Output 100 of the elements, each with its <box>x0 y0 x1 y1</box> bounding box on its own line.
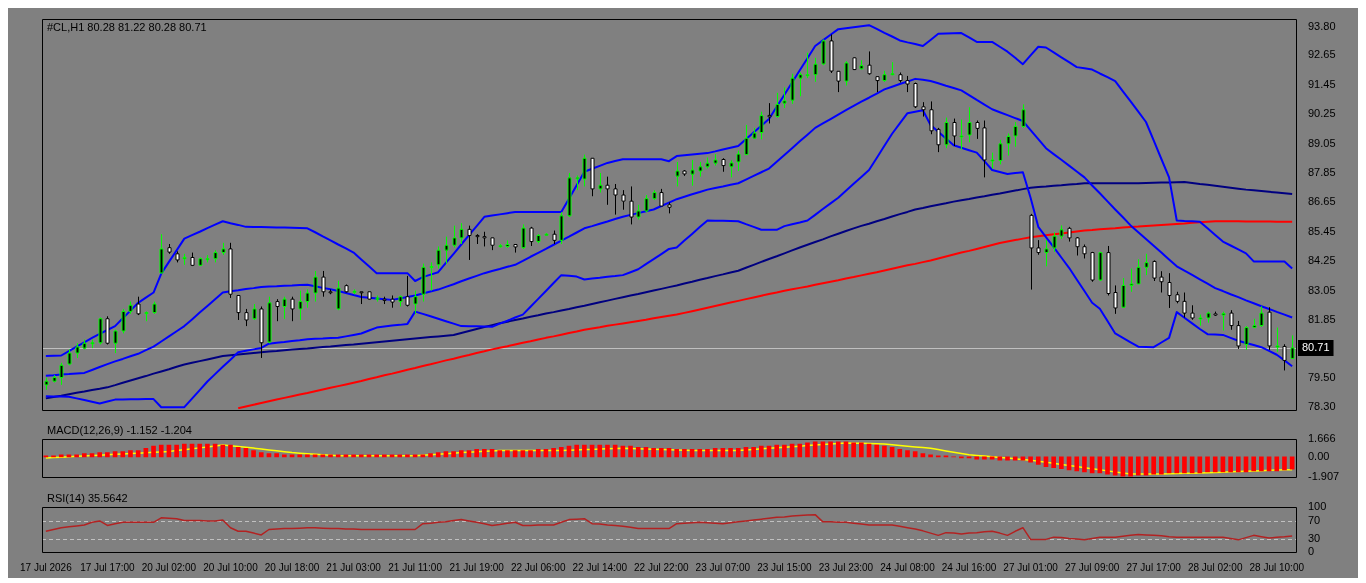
x-tick-label: 28 Jul 10:00 <box>1249 561 1305 573</box>
x-tick-label: 20 Jul 02:00 <box>141 561 197 573</box>
bar <box>758 445 764 458</box>
bar <box>782 444 787 458</box>
bar <box>597 444 603 458</box>
y-tick-label: 87.85 <box>1308 165 1336 178</box>
bar <box>851 442 856 458</box>
bar <box>1097 456 1103 474</box>
bar <box>312 454 318 458</box>
bar <box>1028 456 1033 463</box>
y-tick-label: 100 <box>1308 500 1327 513</box>
bar <box>874 444 880 458</box>
bar <box>358 454 364 458</box>
y-tick-label: 91.45 <box>1308 77 1336 90</box>
bar <box>474 449 479 458</box>
y-tick-label: 93.80 <box>1308 20 1336 33</box>
y-tick-label: 78.30 <box>1308 399 1336 412</box>
x-tick-label: 24 Jul 16:00 <box>941 561 997 573</box>
bar <box>812 441 818 458</box>
y-tick-label: 70 <box>1308 513 1321 526</box>
bar <box>735 447 741 458</box>
x-tick-label: 20 Jul 18:00 <box>264 561 320 573</box>
bar <box>1235 456 1241 473</box>
chart-title: MACD(12,26,9) -1.152 -1.204 <box>47 423 192 436</box>
bar <box>1035 456 1041 465</box>
bar <box>658 447 664 458</box>
bar <box>705 449 710 458</box>
bar <box>1151 456 1157 475</box>
x-tick-label: 24 Jul 08:00 <box>880 561 936 573</box>
bar <box>397 454 403 458</box>
y-tick-label: 90.25 <box>1308 107 1336 120</box>
bar <box>751 446 756 458</box>
bar <box>1159 456 1164 475</box>
bar <box>74 454 79 458</box>
x-tick-label: 27 Jul 09:00 <box>1064 561 1120 573</box>
bar <box>251 450 256 458</box>
bar <box>182 443 187 458</box>
x-tick-label: 27 Jul 01:00 <box>1003 561 1059 573</box>
chart-title: RSI(14) 35.5642 <box>47 491 128 504</box>
bar <box>458 450 464 458</box>
x-tick-label: 27 Jul 17:00 <box>1126 561 1182 573</box>
bar <box>635 446 641 458</box>
bar <box>1182 456 1187 474</box>
bar <box>835 441 841 458</box>
bar <box>1112 456 1118 476</box>
bar <box>205 443 210 458</box>
bar <box>528 450 533 458</box>
bar <box>805 442 810 458</box>
bar <box>1135 456 1141 476</box>
bar <box>897 449 903 458</box>
y-tick-label: 83.05 <box>1308 283 1336 296</box>
y-tick-label: 92.65 <box>1308 48 1336 61</box>
bar <box>1259 456 1264 472</box>
bar <box>674 449 680 458</box>
bar <box>1105 456 1110 475</box>
bar <box>374 454 379 458</box>
bar <box>228 444 233 458</box>
bar <box>320 454 326 458</box>
bar <box>558 446 564 458</box>
bar <box>1228 456 1233 473</box>
bar <box>382 454 387 458</box>
bar <box>651 447 656 458</box>
x-tick-label: 21 Jul 11:00 <box>388 561 443 573</box>
y-tick-label: 0 <box>1308 545 1315 558</box>
bar <box>1051 456 1056 468</box>
bar <box>328 454 333 458</box>
chart-title: #CL,H1 80.28 81.22 80.28 80.71 <box>47 21 207 34</box>
bar <box>158 444 164 458</box>
x-tick-label: 22 Jul 22:00 <box>634 561 689 573</box>
bar <box>882 445 887 458</box>
x-tick-label: 23 Jul 15:00 <box>757 561 813 573</box>
bar <box>859 442 864 458</box>
y-tick-label: 86.65 <box>1308 195 1336 208</box>
bar <box>1274 456 1280 472</box>
bar <box>912 451 918 458</box>
x-tick-label: 21 Jul 19:00 <box>449 561 505 573</box>
bar <box>520 450 526 458</box>
bar <box>412 454 418 458</box>
bar <box>297 454 303 458</box>
bar <box>1128 456 1133 477</box>
bar <box>335 454 341 458</box>
bar <box>1212 456 1218 473</box>
bar <box>1082 456 1087 473</box>
y-tick-label: 0.00 <box>1308 449 1330 462</box>
bar <box>697 449 703 458</box>
bar <box>582 444 587 458</box>
bar <box>451 451 456 458</box>
bar <box>343 454 349 458</box>
bar <box>220 444 226 458</box>
x-tick-label: 28 Jul 02:00 <box>1187 561 1243 573</box>
y-tick-label: 79.50 <box>1308 370 1336 383</box>
bar <box>1205 456 1210 473</box>
bar <box>497 450 503 458</box>
bar <box>66 454 72 458</box>
bar <box>774 444 780 458</box>
bar <box>366 454 372 458</box>
y-tick-label: -1.907 <box>1308 470 1340 483</box>
bar <box>1282 456 1287 471</box>
bar <box>174 444 179 458</box>
bar <box>605 444 610 458</box>
